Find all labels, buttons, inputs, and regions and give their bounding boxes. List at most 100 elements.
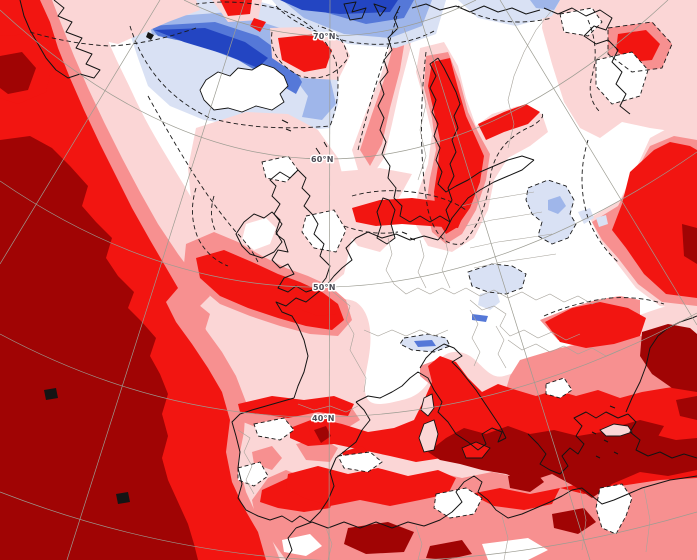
crete-island: [600, 424, 632, 436]
contour-uk-west: [192, 188, 228, 266]
coast-aegean-isles: [592, 406, 618, 458]
contour-whitesea-squiggle: [588, 20, 600, 112]
coast-greenland: [20, 0, 100, 78]
contour-russia-patch: [526, 180, 576, 244]
coast-ireland: [236, 212, 282, 258]
white-whitesea: [596, 52, 648, 104]
parallel-40n: [0, 313, 697, 417]
contour-atlantic-pink: [148, 96, 258, 262]
parallel-30n: [0, 492, 697, 560]
white-england: [302, 210, 346, 252]
warm4-africa-b: [426, 540, 472, 560]
warm4-tunisia-spot: [508, 470, 544, 492]
contour-bothnia: [421, 52, 542, 244]
warm3-right-edge-mass: [612, 142, 697, 298]
contour-svalbard: [276, 6, 436, 44]
border-iberia: [238, 404, 358, 494]
coast-norway-west: [378, 6, 410, 222]
border-finland-russia: [508, 10, 552, 148]
coast-adriatic: [420, 344, 506, 438]
contour-south-baltic: [344, 191, 466, 233]
border-africa: [326, 488, 650, 560]
contour-iceland-north-blob: [272, 26, 348, 78]
warm3-iceland-north-blob: [278, 34, 332, 72]
latitude-label-70n: 70°N: [313, 32, 336, 41]
coast-north-africa: [296, 476, 697, 528]
cold-russia-patch: [526, 180, 576, 244]
iceland-landmass: [200, 64, 288, 112]
coast-turkey-south: [628, 414, 697, 458]
coast-morocco-west: [286, 528, 296, 560]
coast-sweden-baltic: [410, 58, 460, 222]
cold-hungary-patch: [468, 264, 526, 294]
border-balkan-internal: [470, 310, 506, 368]
country-borders: [238, 10, 650, 560]
warm4-anatolia-b: [676, 396, 697, 420]
coast-denmark: [377, 198, 415, 244]
coast-blacksea-west: [626, 316, 697, 412]
border-alpine: [364, 330, 448, 336]
coast-iberia: [232, 398, 370, 522]
latitude-label-60n: 60°N: [311, 155, 334, 164]
filled-islands: [200, 64, 632, 458]
white-scotland: [262, 156, 298, 182]
meridian-east-1: [415, 0, 590, 560]
border-norway-sweden: [404, 28, 426, 180]
latitude-label-50n: 50°N: [313, 283, 336, 292]
coastlines: [20, 0, 697, 560]
white-ireland-inner: [242, 218, 276, 250]
meridian-central: [329, 0, 330, 560]
warm4-africa-a: [344, 522, 414, 554]
contour-northeast-red-edge: [582, 140, 618, 262]
coast-estonia-gulf: [438, 160, 534, 240]
cold-hungary-arm: [478, 290, 500, 310]
cold-russia-speck-a: [578, 208, 594, 224]
coast-small-isles: [282, 120, 327, 154]
warm4-greenland-left-spot: [0, 52, 36, 94]
warm-anomaly-level4: [0, 52, 697, 560]
latitude-labels: 70°N 60°N 50°N 40°N: [310, 31, 337, 425]
cold-svalbard-core: [280, 0, 398, 14]
white-spain-a: [254, 418, 294, 440]
warm3-africa-band-w: [286, 466, 456, 506]
contour-kola-spot: [608, 22, 672, 72]
cold-band-core: [154, 28, 268, 68]
border-baltics-belarus: [462, 192, 556, 268]
white-balearic: [338, 452, 382, 472]
warm3-spain-north-coast: [238, 396, 354, 418]
border-hungary-romania: [470, 300, 620, 356]
latitude-label-40n: 40°N: [312, 414, 335, 423]
contour-greenland-pink-edge: [30, 28, 196, 46]
cold-russia-speck-b: [596, 215, 608, 227]
warm3-africa-band-e: [470, 488, 560, 510]
coast-great-britain: [270, 170, 330, 292]
meridian-west-2: [0, 0, 160, 264]
coast-greece: [528, 412, 628, 474]
warm3-romania-blacksea: [545, 302, 646, 348]
white-africa-c: [482, 538, 548, 560]
coast-med-france-italy: [356, 372, 506, 450]
coast-arctic-top: [412, 4, 540, 14]
border-germany-poland: [386, 234, 450, 288]
warm3-brittany-hook: [282, 290, 336, 316]
warm1-greenland-strip: [28, 0, 200, 44]
warm4-mediterranean-mass: [428, 426, 697, 498]
coast-france-west: [276, 286, 326, 398]
warm4-right-edge-sliver: [682, 224, 697, 264]
anomaly-contour-lines: [30, 2, 672, 352]
cold-alps-sliver: [414, 340, 436, 347]
border-carpathian-north: [394, 284, 466, 294]
cold-barents-medium: [530, 0, 560, 10]
white-aegean: [546, 378, 572, 398]
cold-russia-inner: [548, 196, 566, 214]
meridian-west-1: [67, 0, 245, 560]
warm3-gulf-of-finland: [478, 104, 540, 140]
parallel-50n: [0, 152, 697, 287]
corsica-island: [421, 394, 434, 416]
coast-kola-whitesea: [544, 8, 630, 114]
contour-alps-patch: [400, 334, 450, 352]
contour-se-red-edge: [544, 298, 664, 316]
